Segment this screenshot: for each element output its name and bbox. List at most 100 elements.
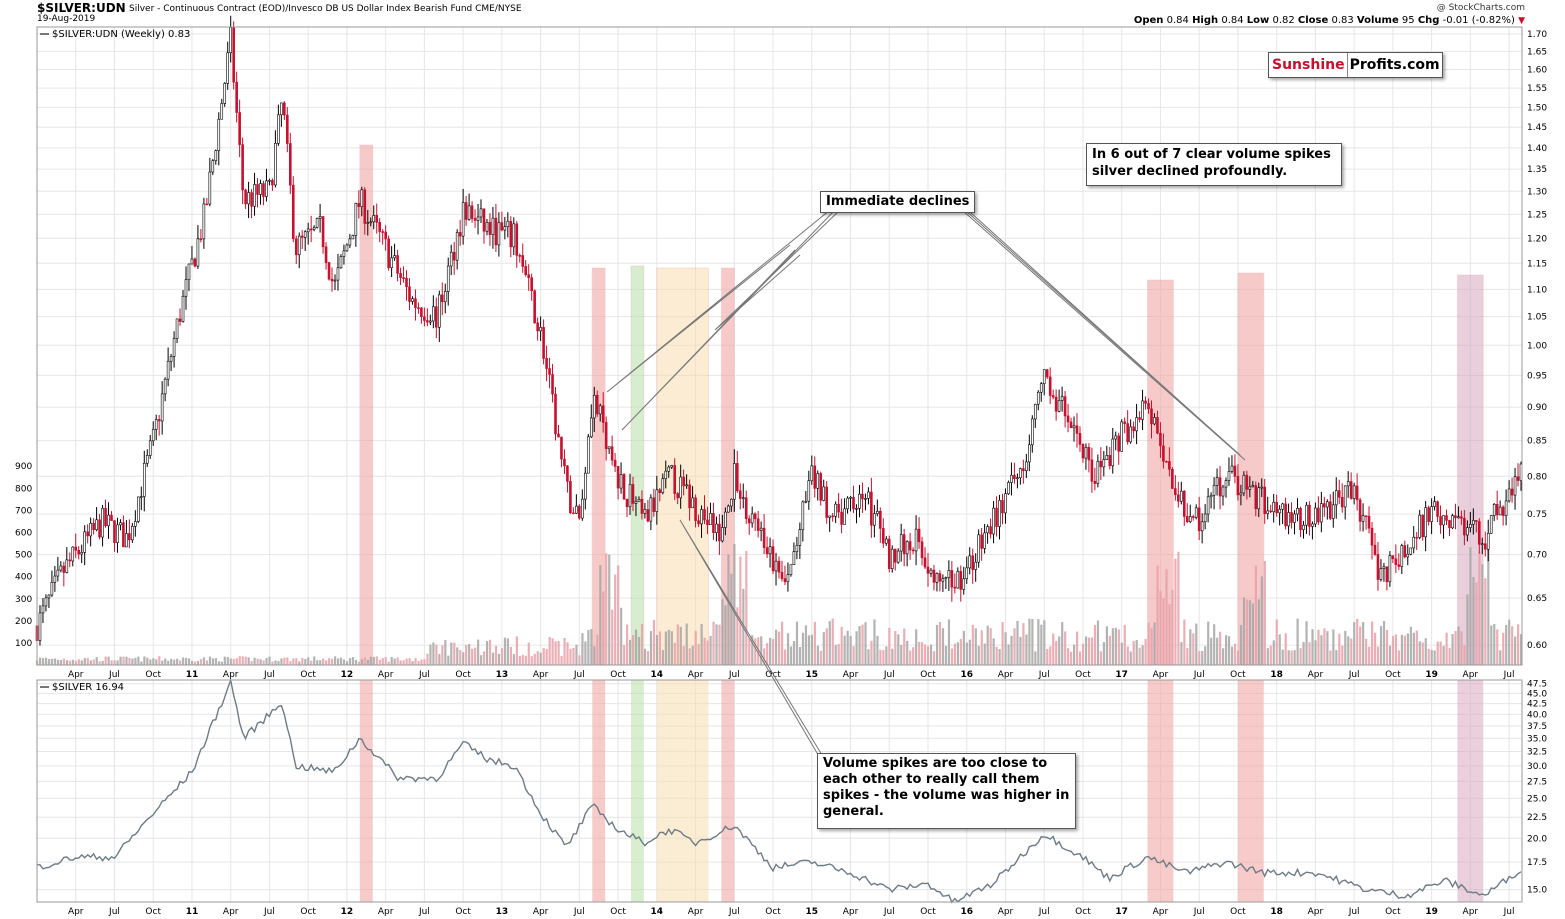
volume-bar xyxy=(873,619,876,665)
annotation-line: each other to really call them xyxy=(823,772,1040,787)
volume-bar xyxy=(56,659,60,665)
price-candle xyxy=(1424,507,1427,538)
volume-bar xyxy=(1040,624,1043,665)
price-candle xyxy=(527,274,530,278)
volume-bar xyxy=(626,624,629,665)
x-tick-label: Oct xyxy=(920,907,936,917)
price-candle xyxy=(1254,485,1258,510)
y-tick-label: 0.95 xyxy=(1527,371,1547,381)
volume-bar xyxy=(256,658,259,665)
down-arrow-icon: ▼ xyxy=(1518,16,1525,26)
annotation-volume-spikes: Volume spikes are too close to each other… xyxy=(817,753,1076,829)
price-candle xyxy=(458,232,462,237)
volume-bar xyxy=(399,660,402,665)
price-candle xyxy=(1507,488,1511,502)
price-candle xyxy=(1185,516,1189,523)
price-candle xyxy=(1331,504,1335,519)
volume-bar xyxy=(989,628,992,665)
price-candle xyxy=(485,221,489,232)
price-candle xyxy=(1078,433,1082,445)
price-candle xyxy=(461,202,465,237)
volume-bar xyxy=(751,635,754,665)
price-candle xyxy=(122,522,125,548)
volume-bar xyxy=(244,656,247,665)
y-tick-label: 32.5 xyxy=(1527,748,1547,758)
volume-bar xyxy=(283,657,286,665)
volume-bar xyxy=(1332,629,1335,665)
price-candle xyxy=(1042,369,1046,384)
volume-bar xyxy=(715,624,718,665)
price-candles xyxy=(35,15,1523,646)
volume-bar xyxy=(611,609,614,665)
volume-bar xyxy=(1174,558,1177,665)
price-candle xyxy=(435,306,438,328)
x-tick-label: Apr xyxy=(68,907,84,917)
volume-bar xyxy=(1412,632,1415,665)
price-candle xyxy=(566,465,569,482)
volume-bar xyxy=(1138,647,1141,665)
price-candle xyxy=(1194,507,1198,518)
price-candle xyxy=(1266,510,1270,514)
price-candle xyxy=(163,378,167,395)
price-candle xyxy=(1257,487,1261,510)
sunshine-profits-logo: Sunshine Profits.com xyxy=(1268,52,1443,78)
volume-bar xyxy=(217,661,220,665)
price-candle xyxy=(137,496,140,522)
price-candle xyxy=(1045,369,1049,378)
price-candle xyxy=(786,574,790,583)
price-candle xyxy=(882,528,885,544)
volume-bar xyxy=(1019,636,1022,665)
x-tick-label: Apr xyxy=(223,907,239,917)
volume-tick-label: 300 xyxy=(15,595,32,605)
price-candle xyxy=(569,481,572,514)
price-candle xyxy=(1397,564,1401,567)
volume-bar xyxy=(1448,647,1451,665)
price-candle xyxy=(631,484,635,504)
volume-bar xyxy=(1144,639,1147,665)
price-candle xyxy=(703,509,706,521)
price-candle xyxy=(518,255,522,257)
price-candle xyxy=(181,295,185,322)
price-candle xyxy=(819,473,823,501)
volume-bar xyxy=(47,659,51,665)
volume-bar xyxy=(581,633,584,665)
highlight-band xyxy=(656,267,709,666)
volume-bar xyxy=(599,564,602,665)
volume-bar xyxy=(277,661,280,665)
volume-bar xyxy=(1004,632,1007,665)
y-tick-label: 0.90 xyxy=(1527,403,1547,413)
volume-tick-label: 100 xyxy=(15,639,32,649)
x-tick-label: Jul xyxy=(1503,670,1515,680)
volume-bar xyxy=(640,624,644,665)
volume-bar xyxy=(688,648,691,665)
price-candle xyxy=(673,465,677,494)
volume-bar xyxy=(557,641,560,665)
volume-bar xyxy=(339,657,343,665)
price-candle xyxy=(730,498,733,507)
price-candle xyxy=(923,557,927,568)
price-candle xyxy=(822,486,826,501)
price-candle xyxy=(1448,520,1451,529)
price-candle xyxy=(1242,474,1246,494)
volume-bar xyxy=(152,658,155,665)
x-tick-label: 12 xyxy=(341,907,354,917)
price-candle xyxy=(470,205,474,219)
price-candle xyxy=(187,263,191,281)
price-candle xyxy=(1114,435,1118,440)
price-candle xyxy=(816,473,820,489)
x-tick-label: 18 xyxy=(1270,907,1283,917)
price-candle xyxy=(303,231,307,238)
low-label: Low xyxy=(1246,15,1270,26)
volume-bar xyxy=(658,631,662,665)
volume-bar xyxy=(477,639,480,665)
price-candle xyxy=(715,523,718,533)
volume-bar xyxy=(691,645,694,665)
price-candle xyxy=(38,612,42,642)
volume-bar xyxy=(1248,600,1252,665)
x-tick-label: Jul xyxy=(418,907,430,917)
price-candle xyxy=(1224,480,1228,488)
price-candle xyxy=(914,528,918,552)
volume-bar xyxy=(1394,634,1398,665)
price-candle xyxy=(1320,503,1323,523)
volume-bar xyxy=(223,656,226,665)
